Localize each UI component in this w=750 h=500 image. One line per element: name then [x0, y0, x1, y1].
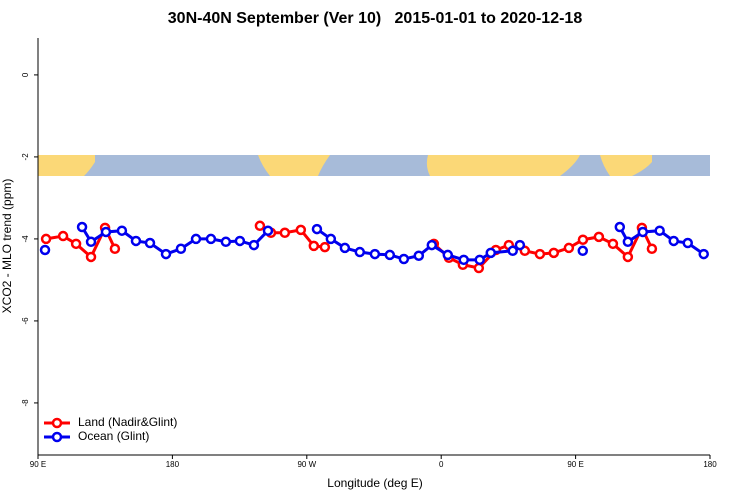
- data-point: [57, 230, 69, 242]
- data-point: [534, 248, 546, 260]
- data-point: [116, 225, 128, 236]
- y-tick-label: -8: [21, 399, 30, 407]
- data-point: [426, 239, 438, 251]
- data-point: [593, 231, 605, 243]
- x-tick-label: 180: [703, 460, 717, 469]
- data-point: [622, 236, 634, 248]
- data-point: [175, 243, 187, 255]
- data-point: [39, 244, 51, 256]
- data-point: [369, 248, 381, 260]
- data-point: [548, 247, 560, 259]
- data-point: [654, 225, 665, 236]
- data-point: [190, 233, 202, 245]
- data-point: [458, 254, 469, 266]
- data-point: [563, 242, 575, 254]
- x-tick-label: 90 W: [297, 460, 316, 469]
- data-point: [279, 227, 291, 239]
- y-tick-label: -6: [21, 317, 30, 325]
- data-point: [577, 245, 589, 257]
- data-point: [325, 233, 337, 245]
- data-point: [40, 233, 52, 245]
- data-point: [485, 247, 497, 259]
- data-point: [311, 223, 323, 235]
- data-point: [577, 234, 589, 245]
- data-point: [76, 221, 88, 233]
- y-tick-label: -4: [21, 235, 30, 243]
- data-point: [234, 235, 246, 247]
- legend-marker: [51, 417, 63, 429]
- data-point: [248, 239, 260, 251]
- y-tick-label: 0: [21, 72, 30, 77]
- data-point: [339, 242, 351, 254]
- data-point: [668, 235, 679, 247]
- data-point: [413, 250, 425, 261]
- x-tick-label: 180: [166, 460, 180, 469]
- x-tick-label: 90 E: [567, 460, 583, 469]
- data-point: [622, 251, 634, 263]
- data-point: [398, 253, 410, 265]
- data-point: [130, 235, 142, 247]
- data-point: [262, 225, 274, 236]
- data-point: [698, 248, 709, 260]
- x-tick-label: 90 E: [30, 460, 46, 469]
- data-point: [646, 243, 658, 255]
- data-point: [109, 243, 121, 255]
- data-point: [205, 233, 217, 245]
- data-point: [354, 246, 366, 258]
- data-point: [514, 239, 526, 251]
- data-point: [319, 241, 331, 253]
- data-point: [474, 254, 485, 266]
- data-point: [70, 238, 82, 250]
- data-point: [100, 226, 112, 238]
- data-point: [144, 237, 156, 249]
- data-point: [308, 240, 320, 252]
- data-point: [220, 236, 232, 248]
- x-tick-label: 0: [439, 460, 444, 469]
- data-point: [607, 238, 619, 250]
- x-axis-label: Longitude (deg E): [327, 476, 422, 490]
- data-point: [614, 221, 626, 233]
- y-tick-label: -2: [21, 153, 30, 161]
- y-axis-label: XCO2 - MLO trend (ppm): [0, 179, 14, 314]
- data-point: [637, 226, 649, 238]
- data-point: [473, 262, 485, 274]
- chart-title: 30N-40N September (Ver 10) 2015-01-01 to…: [168, 10, 583, 27]
- data-point: [682, 237, 693, 249]
- legend-marker: [51, 431, 63, 443]
- data-point: [507, 245, 518, 257]
- data-point: [295, 224, 307, 236]
- legend-label: Ocean (Glint): [78, 429, 149, 443]
- data-point: [85, 236, 97, 248]
- map-strip: [38, 155, 710, 176]
- legend-label: Land (Nadir&Glint): [78, 415, 177, 429]
- data-point: [442, 249, 454, 261]
- data-point: [85, 251, 97, 263]
- data-point: [384, 249, 396, 261]
- data-point: [254, 220, 266, 232]
- data-point: [160, 248, 172, 260]
